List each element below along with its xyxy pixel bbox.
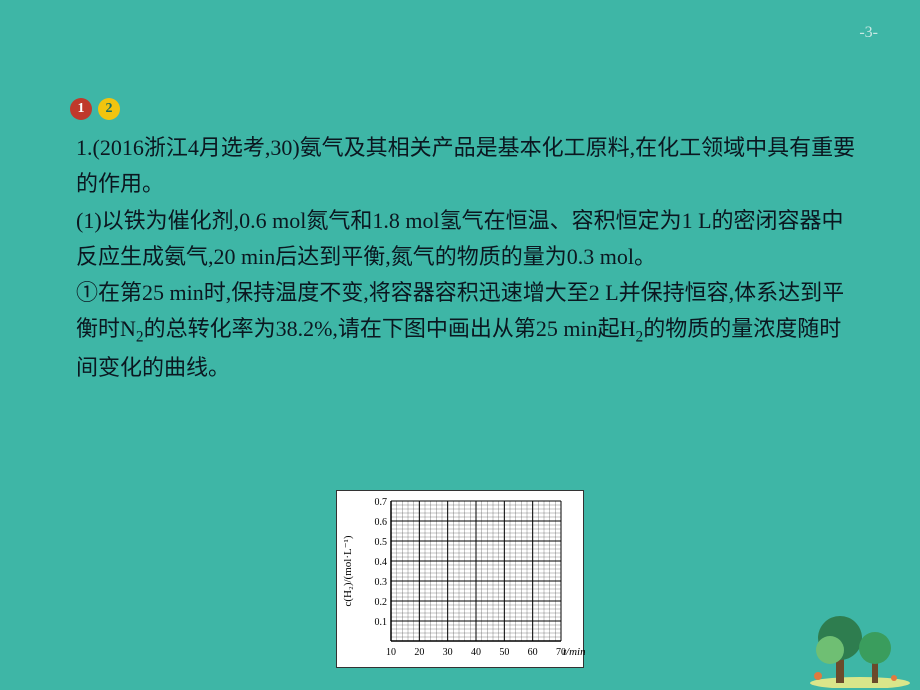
badge-2: 2 — [98, 98, 120, 120]
decorative-tree-icon — [800, 598, 910, 688]
text-line-2: (1)以铁为催化剂,0.6 mol氮气和1.8 mol氢气在恒温、容积恒定为1 … — [76, 203, 860, 276]
svg-text:20: 20 — [414, 647, 424, 658]
svg-text:0.7: 0.7 — [375, 497, 388, 508]
page-number: -3- — [859, 24, 878, 42]
subscript-n2: 2 — [136, 329, 144, 346]
text-line-1: 1.(2016浙江4月选考,30)氨气及其相关产品是基本化工原料,在化工领域中具… — [76, 130, 860, 203]
svg-text:0.4: 0.4 — [375, 557, 388, 568]
svg-text:0.5: 0.5 — [375, 537, 388, 548]
svg-text:0.1: 0.1 — [375, 617, 388, 628]
svg-text:10: 10 — [386, 647, 396, 658]
blank-chart: 102030405060700.10.20.30.40.50.60.7c(H₂)… — [336, 490, 584, 668]
svg-text:40: 40 — [471, 647, 481, 658]
svg-text:0.6: 0.6 — [375, 517, 388, 528]
svg-text:0.2: 0.2 — [375, 597, 388, 608]
question-text: 1.(2016浙江4月选考,30)氨气及其相关产品是基本化工原料,在化工领域中具… — [76, 130, 860, 387]
question-badges: 1 2 — [70, 98, 120, 120]
chart-svg: 102030405060700.10.20.30.40.50.60.7c(H₂)… — [337, 491, 585, 669]
text-frag-b: 的总转化率为38.2%,请在下图中画出从第25 min起H — [144, 316, 636, 341]
svg-text:60: 60 — [528, 647, 538, 658]
svg-text:c(H₂)/(mol·L⁻¹): c(H₂)/(mol·L⁻¹) — [342, 535, 354, 606]
svg-text:0.3: 0.3 — [375, 577, 388, 588]
svg-text:30: 30 — [443, 647, 453, 658]
svg-text:50: 50 — [499, 647, 509, 658]
svg-text:t/min: t/min — [563, 646, 585, 658]
text-line-3: ①在第25 min时,保持温度不变,将容器容积迅速增大至2 L并保持恒容,体系达… — [76, 275, 860, 386]
badge-1: 1 — [70, 98, 92, 120]
